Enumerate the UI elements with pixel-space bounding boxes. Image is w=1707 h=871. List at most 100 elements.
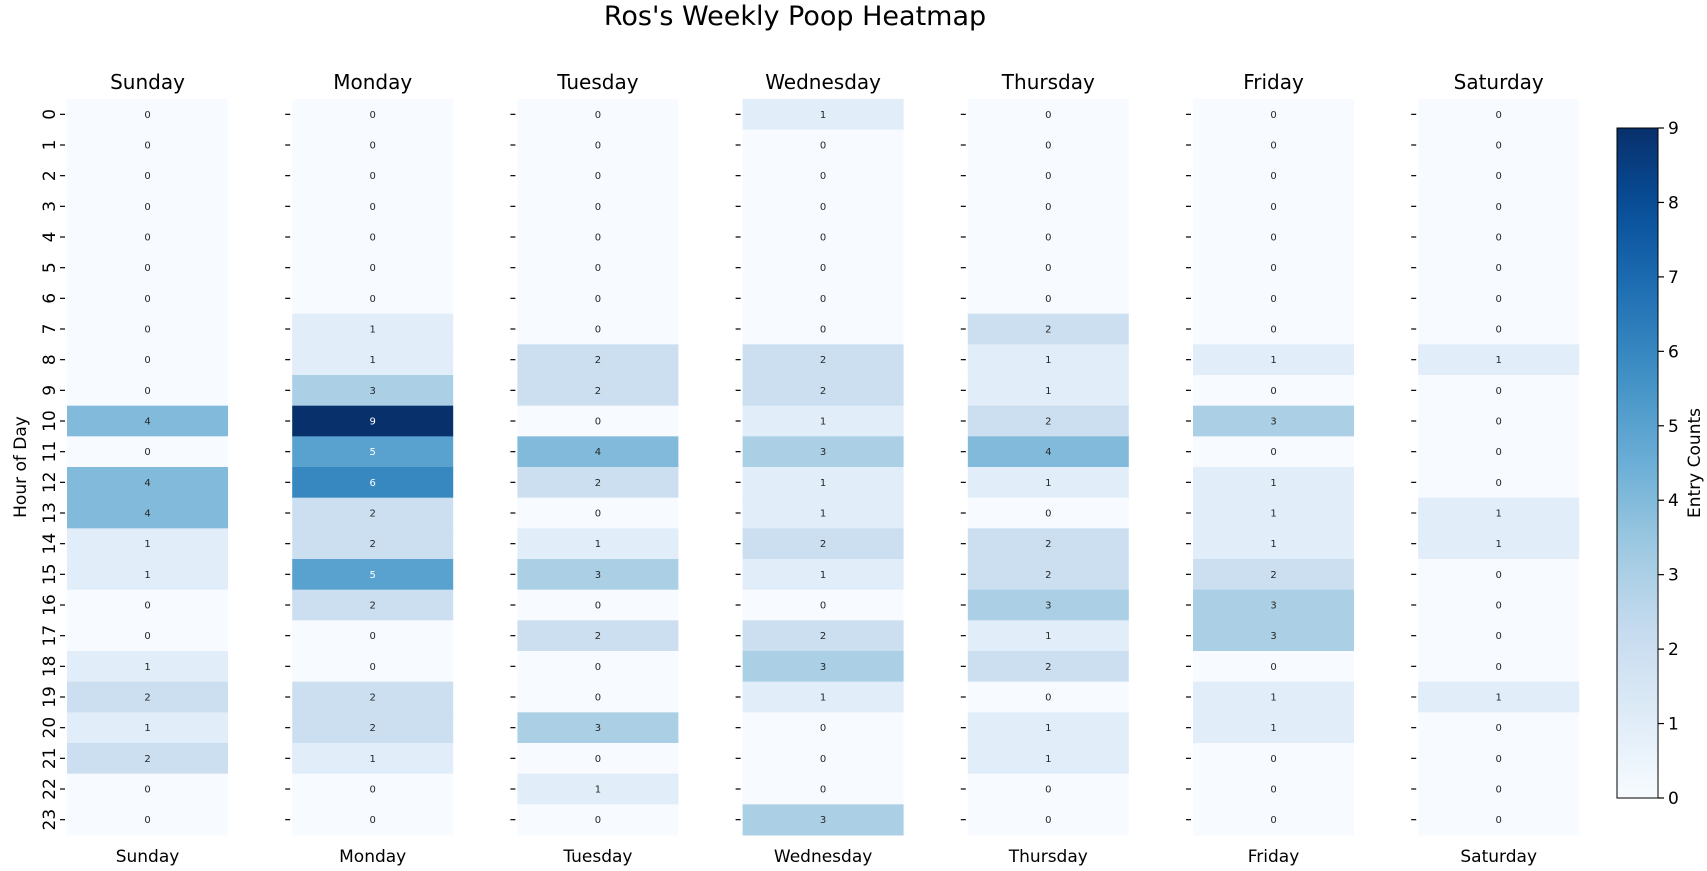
- cell-value-label: 0: [1496, 202, 1502, 213]
- cell-value-label: 0: [1496, 325, 1502, 336]
- cell-value-label: 0: [144, 325, 150, 336]
- cell-value-label: 4: [144, 417, 150, 428]
- y-tick-label: 0: [40, 109, 60, 120]
- y-tick-label: 9: [40, 385, 60, 396]
- colorbar-tick-label: 8: [1668, 193, 1679, 213]
- y-tick-label: 2: [40, 170, 60, 181]
- heatmap-cell: [292, 589, 454, 621]
- day-x-tick-label: Saturday: [1460, 847, 1537, 867]
- heatmap-cell: [1418, 99, 1580, 131]
- y-tick-label: 20: [40, 717, 60, 739]
- y-tick-label: 7: [40, 324, 60, 335]
- cell-value-label: 0: [1045, 202, 1051, 213]
- cell-value-label: 1: [1045, 723, 1051, 734]
- heatmap-cell: [742, 375, 904, 407]
- heatmap-cell: [1418, 681, 1580, 713]
- cell-value-label: 0: [1496, 386, 1502, 397]
- heatmap-cell: [967, 651, 1129, 683]
- cell-value-label: 0: [595, 263, 601, 274]
- heatmap-cell: [67, 160, 228, 192]
- cell-value-label: 0: [370, 233, 376, 244]
- heatmap-cell: [1418, 712, 1580, 744]
- heatmap-cell: [517, 804, 679, 836]
- heatmap-cell: [517, 681, 679, 713]
- cell-value-label: 0: [1496, 754, 1502, 765]
- cell-value-label: 0: [370, 815, 376, 826]
- day-panel-saturday: Saturday Saturday 0 0 0 0 0 0 0 0 1 0 0 0 0 1 1 0 0 0 0 1 0 0 0 0: [1411, 70, 1580, 867]
- heatmap-cell: [67, 589, 228, 621]
- colorbar-tick-label: 4: [1668, 491, 1679, 511]
- y-tick-label: 15: [40, 564, 60, 586]
- heatmap-cell: [67, 804, 228, 836]
- day-x-tick-label: Sunday: [116, 847, 180, 867]
- cell-value-label: 0: [820, 263, 826, 274]
- heatmap-cell: [517, 252, 679, 284]
- heatmap-cell: [292, 804, 454, 836]
- colorbar-tick-label: 5: [1668, 417, 1679, 437]
- cell-value-label: 0: [595, 509, 601, 520]
- heatmap-cell: [1193, 467, 1354, 499]
- y-tick-label: 1: [40, 140, 60, 151]
- heatmap-cell: [67, 497, 228, 529]
- day-panel-thursday: Thursday Thursday 0 0 0 0 0 0 0 2 1 1 2 4 1 0 2 2 3 1 2 0 1 1 0 0: [960, 70, 1129, 867]
- day-panel-title: Monday: [333, 70, 412, 94]
- heatmap-cell: [742, 681, 904, 713]
- heatmap-cell: [1418, 467, 1580, 499]
- heatmap-cell: [1418, 283, 1580, 315]
- heatmap-cell: [742, 559, 904, 591]
- cell-value-label: 3: [370, 386, 376, 397]
- heatmap-cell: [1193, 773, 1354, 805]
- cell-value-label: 4: [595, 447, 601, 458]
- cell-value-label: 0: [1496, 631, 1502, 642]
- cell-value-label: 0: [1496, 447, 1502, 458]
- heatmap-cell: [742, 344, 904, 376]
- cell-value-label: 0: [144, 294, 150, 305]
- heatmap-cell: [292, 497, 454, 529]
- heatmap-cell: [67, 436, 228, 468]
- colorbar-tick-label: 1: [1668, 715, 1679, 735]
- cell-value-label: 1: [370, 325, 376, 336]
- y-tick-label: 14: [40, 533, 60, 555]
- cell-value-label: 0: [1045, 110, 1051, 121]
- cell-value-label: 0: [1496, 263, 1502, 274]
- heatmap-cell: [967, 467, 1129, 499]
- cell-value-label: 0: [1496, 785, 1502, 796]
- cell-value-label: 3: [595, 723, 601, 734]
- cell-value-label: 1: [1496, 355, 1502, 366]
- colorbar-tick-label: 9: [1668, 119, 1679, 139]
- y-tick-label: 18: [40, 656, 60, 678]
- cell-value-label: 2: [1045, 662, 1051, 673]
- heatmap-cell: [1193, 436, 1354, 468]
- cell-value-label: 0: [144, 355, 150, 366]
- cell-value-label: 2: [1045, 539, 1051, 550]
- day-x-tick-label: Thursday: [1008, 847, 1088, 867]
- y-tick-label: 6: [40, 293, 60, 304]
- colorbar-tick-label: 7: [1668, 268, 1679, 288]
- cell-value-label: 5: [370, 447, 376, 458]
- heatmap-cell: [517, 743, 679, 775]
- y-tick-label: 19: [40, 686, 60, 708]
- heatmap-cell: [517, 620, 679, 652]
- heatmap-cell: [967, 191, 1129, 223]
- heatmap-cell: [1193, 712, 1354, 744]
- cell-value-label: 1: [1496, 509, 1502, 520]
- cell-value-label: 3: [820, 662, 826, 673]
- heatmap-cell: [742, 773, 904, 805]
- heatmap-cell: [1193, 129, 1354, 161]
- cell-value-label: 0: [1496, 417, 1502, 428]
- heatmap-cell: [1418, 252, 1580, 284]
- heatmap-cell: [1193, 804, 1354, 836]
- heatmap-cell: [742, 283, 904, 315]
- cell-value-label: 0: [144, 631, 150, 642]
- cell-value-label: 5: [370, 570, 376, 581]
- cell-value-label: 0: [144, 171, 150, 182]
- y-tick-label: 23: [40, 809, 60, 831]
- cell-value-label: 0: [1045, 693, 1051, 704]
- cell-value-label: 0: [595, 662, 601, 673]
- heatmap-cell: [517, 283, 679, 315]
- cell-value-label: 1: [820, 110, 826, 121]
- cell-value-label: 0: [144, 110, 150, 121]
- heatmap-cell: [517, 467, 679, 499]
- y-tick-label: 12: [40, 472, 60, 494]
- cell-value-label: 0: [820, 325, 826, 336]
